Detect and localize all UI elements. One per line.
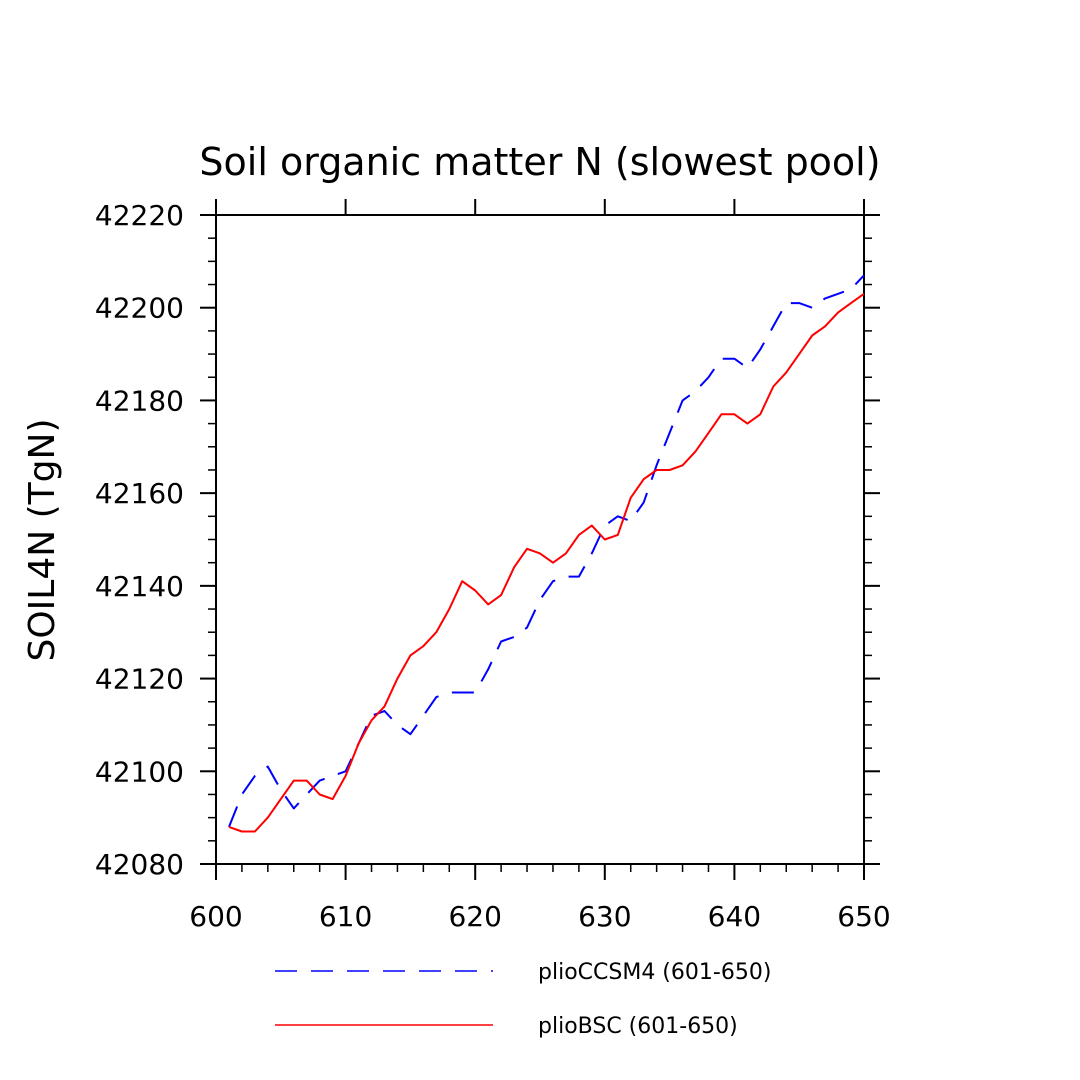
- series-line-pliobsc: [228, 292, 865, 833]
- chart-title: Soil organic matter N (slowest pool): [199, 140, 880, 184]
- y-tick-label: 42220: [95, 199, 184, 232]
- y-tick-label: 42140: [95, 570, 184, 603]
- legend-label-pliocdsm4: plioCCSM4 (601-650): [538, 960, 771, 985]
- y-axis-label: SOIL4N (TgN): [22, 419, 63, 662]
- legend: plioCCSM4 (601-650) plioBSC (601-650): [275, 960, 771, 1039]
- y-tick-label: 42180: [95, 384, 184, 417]
- x-tick-label: 620: [448, 900, 501, 933]
- x-tick-label: 610: [319, 900, 372, 933]
- x-tick-label: 630: [578, 900, 631, 933]
- x-tick-label: 600: [189, 900, 242, 933]
- y-tick-label: 42100: [95, 755, 184, 788]
- axes: 600 610 620 630 640 650 42080 42100 42120 42140 42…: [95, 199, 891, 933]
- y-tick-label: 42080: [95, 848, 184, 881]
- y-tick-label: 42200: [95, 292, 184, 325]
- y-tick-label: 42160: [95, 477, 184, 510]
- series-layer: [228, 274, 865, 833]
- plot-frame: [215, 214, 865, 865]
- x-tick-label: 650: [837, 900, 890, 933]
- x-tick-label: 640: [708, 900, 761, 933]
- series-line-plioccsm4: [228, 274, 865, 828]
- legend-label-pliobsc: plioBSC (601-650): [538, 1014, 738, 1039]
- y-tick-label: 42120: [95, 663, 184, 696]
